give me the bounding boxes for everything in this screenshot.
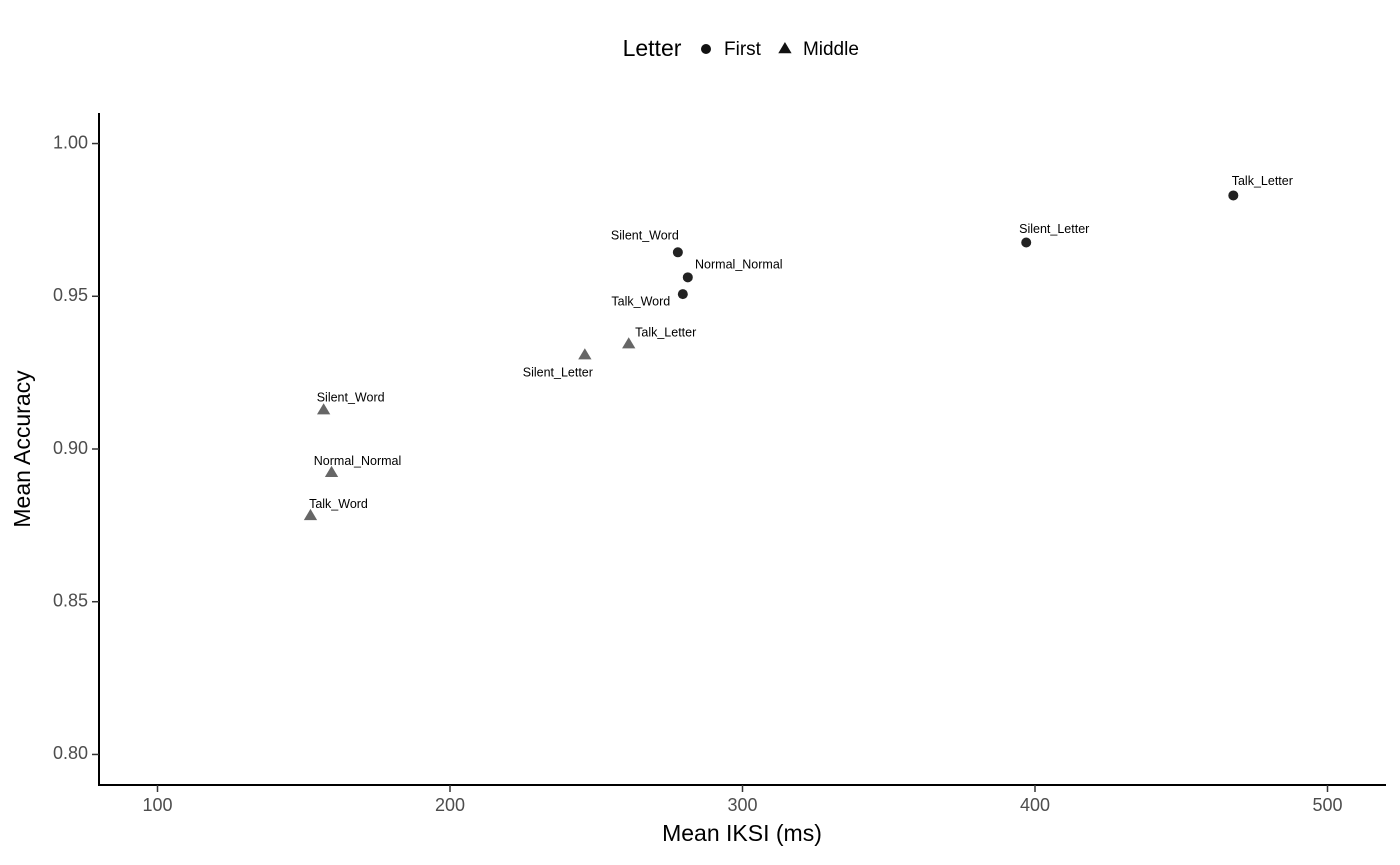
point — [622, 337, 636, 349]
point-label: Silent_Letter — [523, 366, 593, 380]
y-tick-label: 0.95 — [53, 285, 88, 305]
x-tick-label: 500 — [1312, 795, 1342, 815]
point — [316, 403, 331, 415]
x-tick-label: 400 — [1020, 795, 1050, 815]
point — [578, 348, 592, 360]
legend-title: Letter — [623, 35, 682, 61]
point — [677, 289, 688, 300]
x-axis-title: Mean IKSI (ms) — [662, 820, 822, 846]
point-label: Silent_Word — [611, 229, 679, 243]
y-tick-label: 0.80 — [53, 743, 88, 763]
x-tick-label: 200 — [435, 795, 465, 815]
point-label: Silent_Letter — [1019, 222, 1089, 236]
point — [324, 465, 339, 478]
point-label: Talk_Word — [611, 294, 670, 308]
point-label: Talk_Word — [309, 497, 368, 511]
y-tick-label: 1.00 — [53, 132, 88, 152]
point-label: Normal_Normal — [695, 258, 783, 272]
point-label: Talk_Letter — [635, 326, 696, 340]
point — [1021, 237, 1032, 248]
point — [303, 508, 318, 521]
legend-marker — [778, 42, 792, 54]
y-tick-label: 0.90 — [53, 438, 88, 458]
point — [682, 272, 693, 283]
point-label: Silent_Word — [317, 391, 385, 405]
y-tick-label: 0.85 — [53, 590, 88, 610]
point — [1228, 190, 1239, 201]
legend-marker — [701, 44, 711, 54]
x-tick-label: 300 — [727, 795, 757, 815]
legend-label: Middle — [803, 39, 859, 60]
legend-label: First — [724, 39, 762, 60]
x-tick-label: 100 — [142, 795, 172, 815]
point-label: Normal_Normal — [314, 454, 402, 468]
y-axis-title: Mean Accuracy — [9, 370, 35, 528]
point — [672, 247, 683, 258]
point-label: Talk_Letter — [1232, 174, 1293, 188]
